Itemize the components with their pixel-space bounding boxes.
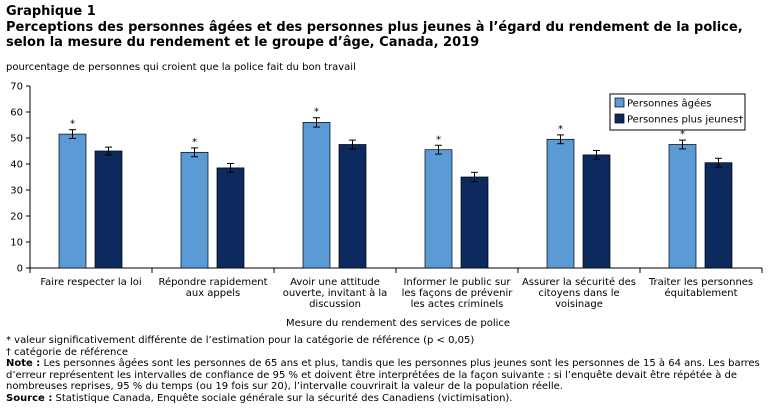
bar-younger	[216, 167, 245, 269]
y-tick-label: 50	[10, 134, 23, 145]
y-tick-label: 70	[10, 82, 23, 93]
bar-younger	[460, 176, 489, 269]
x-tick-label: Traiter les personnes	[648, 277, 753, 288]
y-tick-label: 10	[10, 238, 23, 249]
x-tick-label: aux appels	[186, 288, 241, 299]
x-tick-label: discussion	[309, 299, 361, 310]
chart-heading: Graphique 1 Perceptions des personnes âg…	[6, 4, 762, 51]
legend-box	[609, 93, 746, 131]
source-label: Source :	[6, 392, 53, 404]
significance-marker: *	[680, 129, 685, 140]
note-definition: Note : Les personnes âgées sont les pers…	[6, 358, 762, 393]
significance-marker: *	[436, 134, 441, 145]
chart-title: Perceptions des personnes âgées et des p…	[6, 19, 743, 51]
legend-swatch-younger	[614, 113, 625, 124]
x-axis-label: Mesure du rendement des services de poli…	[286, 318, 510, 329]
bar-seniors	[302, 122, 331, 269]
bar-chart: pourcentage de personnes qui croient que…	[6, 62, 763, 329]
source-text: Statistique Canada, Enquête sociale géné…	[52, 392, 513, 404]
legend: Personnes âgées Personnes plus jeunes†	[609, 93, 746, 131]
legend-label-seniors: Personnes âgées	[627, 98, 711, 110]
bar-seniors	[58, 133, 87, 269]
x-tick-label: voisinage	[555, 299, 603, 310]
note-reference: † catégorie de référence	[6, 346, 128, 358]
chart-number: Graphique 1	[6, 4, 96, 19]
bars: * * * * * *	[58, 107, 733, 269]
y-tick-label: 60	[10, 108, 23, 119]
x-tick-label: citoyens dans le	[538, 288, 619, 299]
y-tick-label: 20	[10, 212, 23, 223]
x-tick-label: ouverte, invitant à la	[283, 287, 388, 299]
bar-younger	[94, 150, 123, 269]
legend-swatch-seniors	[614, 97, 625, 108]
significance-marker: *	[558, 124, 563, 135]
y-axis-label: pourcentage de personnes qui croient que…	[6, 62, 356, 73]
bar-younger	[582, 154, 611, 269]
chart-notes: * valeur significativement différente de…	[6, 335, 762, 405]
x-tick-label: Assurer la sécurité des	[522, 276, 636, 288]
note-significance: * valeur significativement différente de…	[6, 335, 475, 346]
x-tick-label: les façons de prévenir	[402, 287, 514, 299]
significance-marker: *	[314, 107, 319, 118]
note-source: Source : Statistique Canada, Enquête soc…	[6, 393, 762, 405]
x-tick-label: Informer le public sur	[403, 277, 511, 288]
x-tick-label: Avoir une attitude	[290, 277, 380, 288]
x-axis: Faire respecter la loi Répondre rapidemen…	[29, 267, 763, 310]
y-tick-label: 0	[17, 264, 23, 275]
bar-seniors	[180, 151, 209, 269]
note-text: Les personnes âgées sont les personnes d…	[6, 358, 760, 393]
bar-younger	[338, 144, 367, 269]
x-tick-label: les actes criminels	[411, 299, 504, 310]
bar-seniors	[668, 144, 697, 269]
x-tick-label: équitablement	[664, 287, 737, 299]
y-tick-label: 30	[10, 186, 23, 197]
y-tick-label: 40	[10, 160, 23, 171]
significance-marker: *	[70, 119, 75, 130]
note-label: Note :	[6, 358, 41, 370]
x-tick-label: Faire respecter la loi	[40, 277, 141, 288]
bar-seniors	[424, 149, 453, 269]
significance-marker: *	[192, 137, 197, 148]
y-axis: 0 10 20 30 40 50 60 70	[10, 82, 31, 275]
bar-seniors	[546, 138, 575, 269]
legend-label-younger: Personnes plus jeunes†	[627, 115, 743, 126]
bar-younger	[704, 162, 733, 269]
x-tick-label: Répondre rapidement	[158, 276, 267, 288]
